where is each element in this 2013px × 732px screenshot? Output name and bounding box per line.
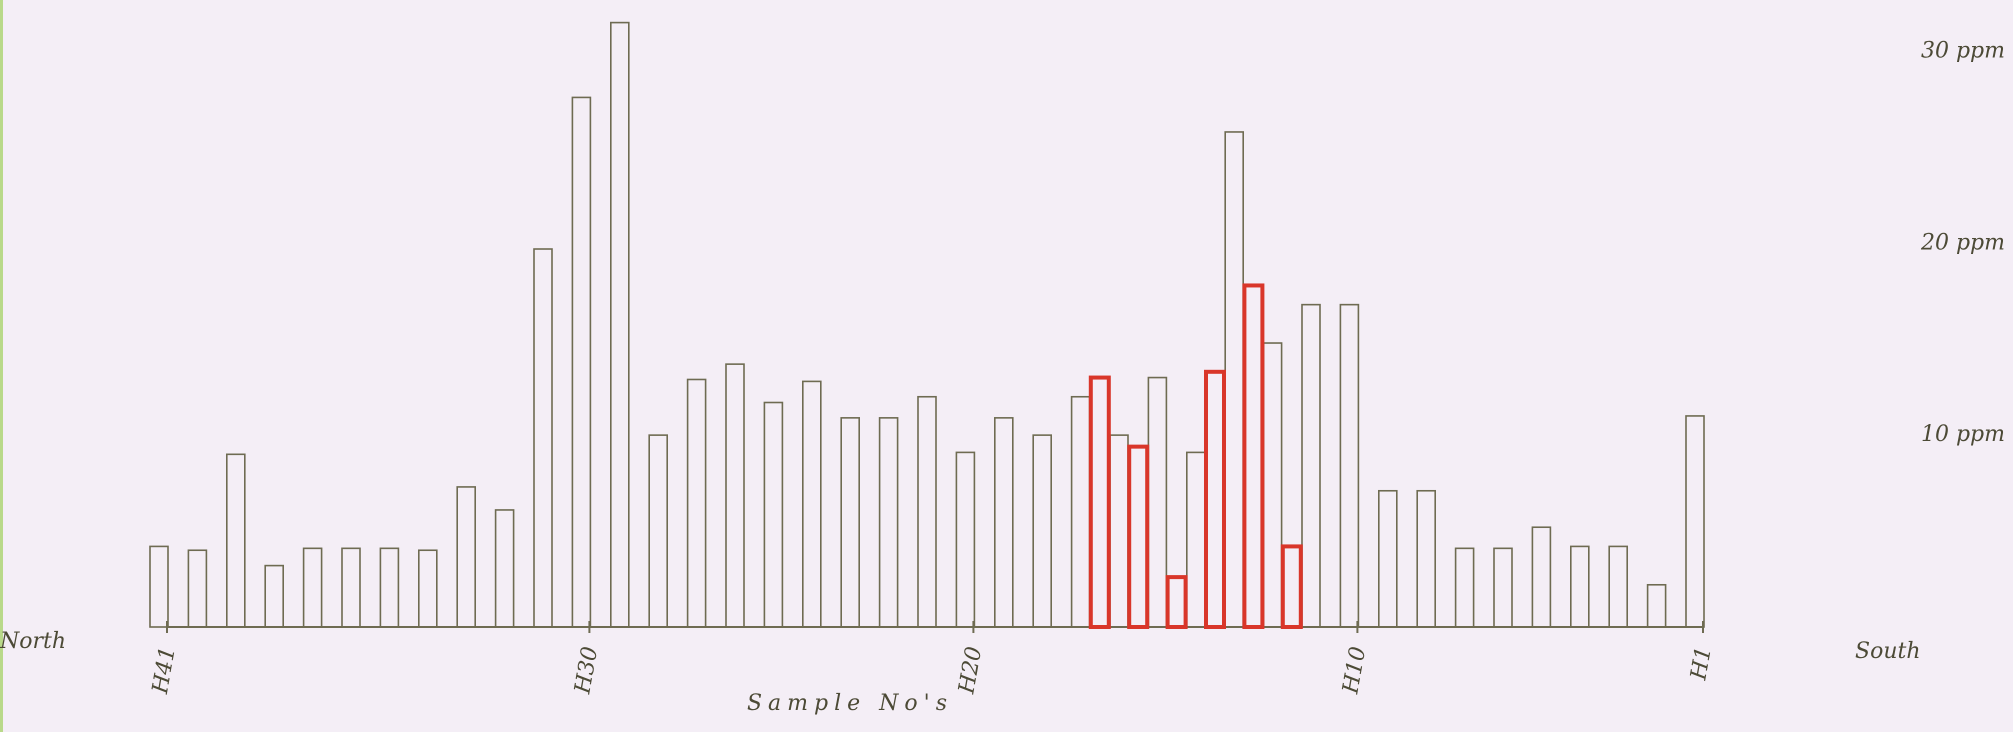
y-tick-label: 30 ppm bbox=[1921, 38, 2005, 63]
north-label: North bbox=[0, 629, 66, 654]
background bbox=[0, 0, 2013, 732]
south-label: South bbox=[1855, 639, 1921, 664]
x-axis-label: Sample No's bbox=[747, 691, 953, 716]
chart: North South Sample No's 10 ppm 20 ppm 30 p… bbox=[0, 0, 2013, 732]
page-edge bbox=[0, 0, 3, 732]
y-tick-label: 20 ppm bbox=[1920, 230, 2005, 255]
y-tick-label: 10 ppm bbox=[1921, 422, 2005, 447]
